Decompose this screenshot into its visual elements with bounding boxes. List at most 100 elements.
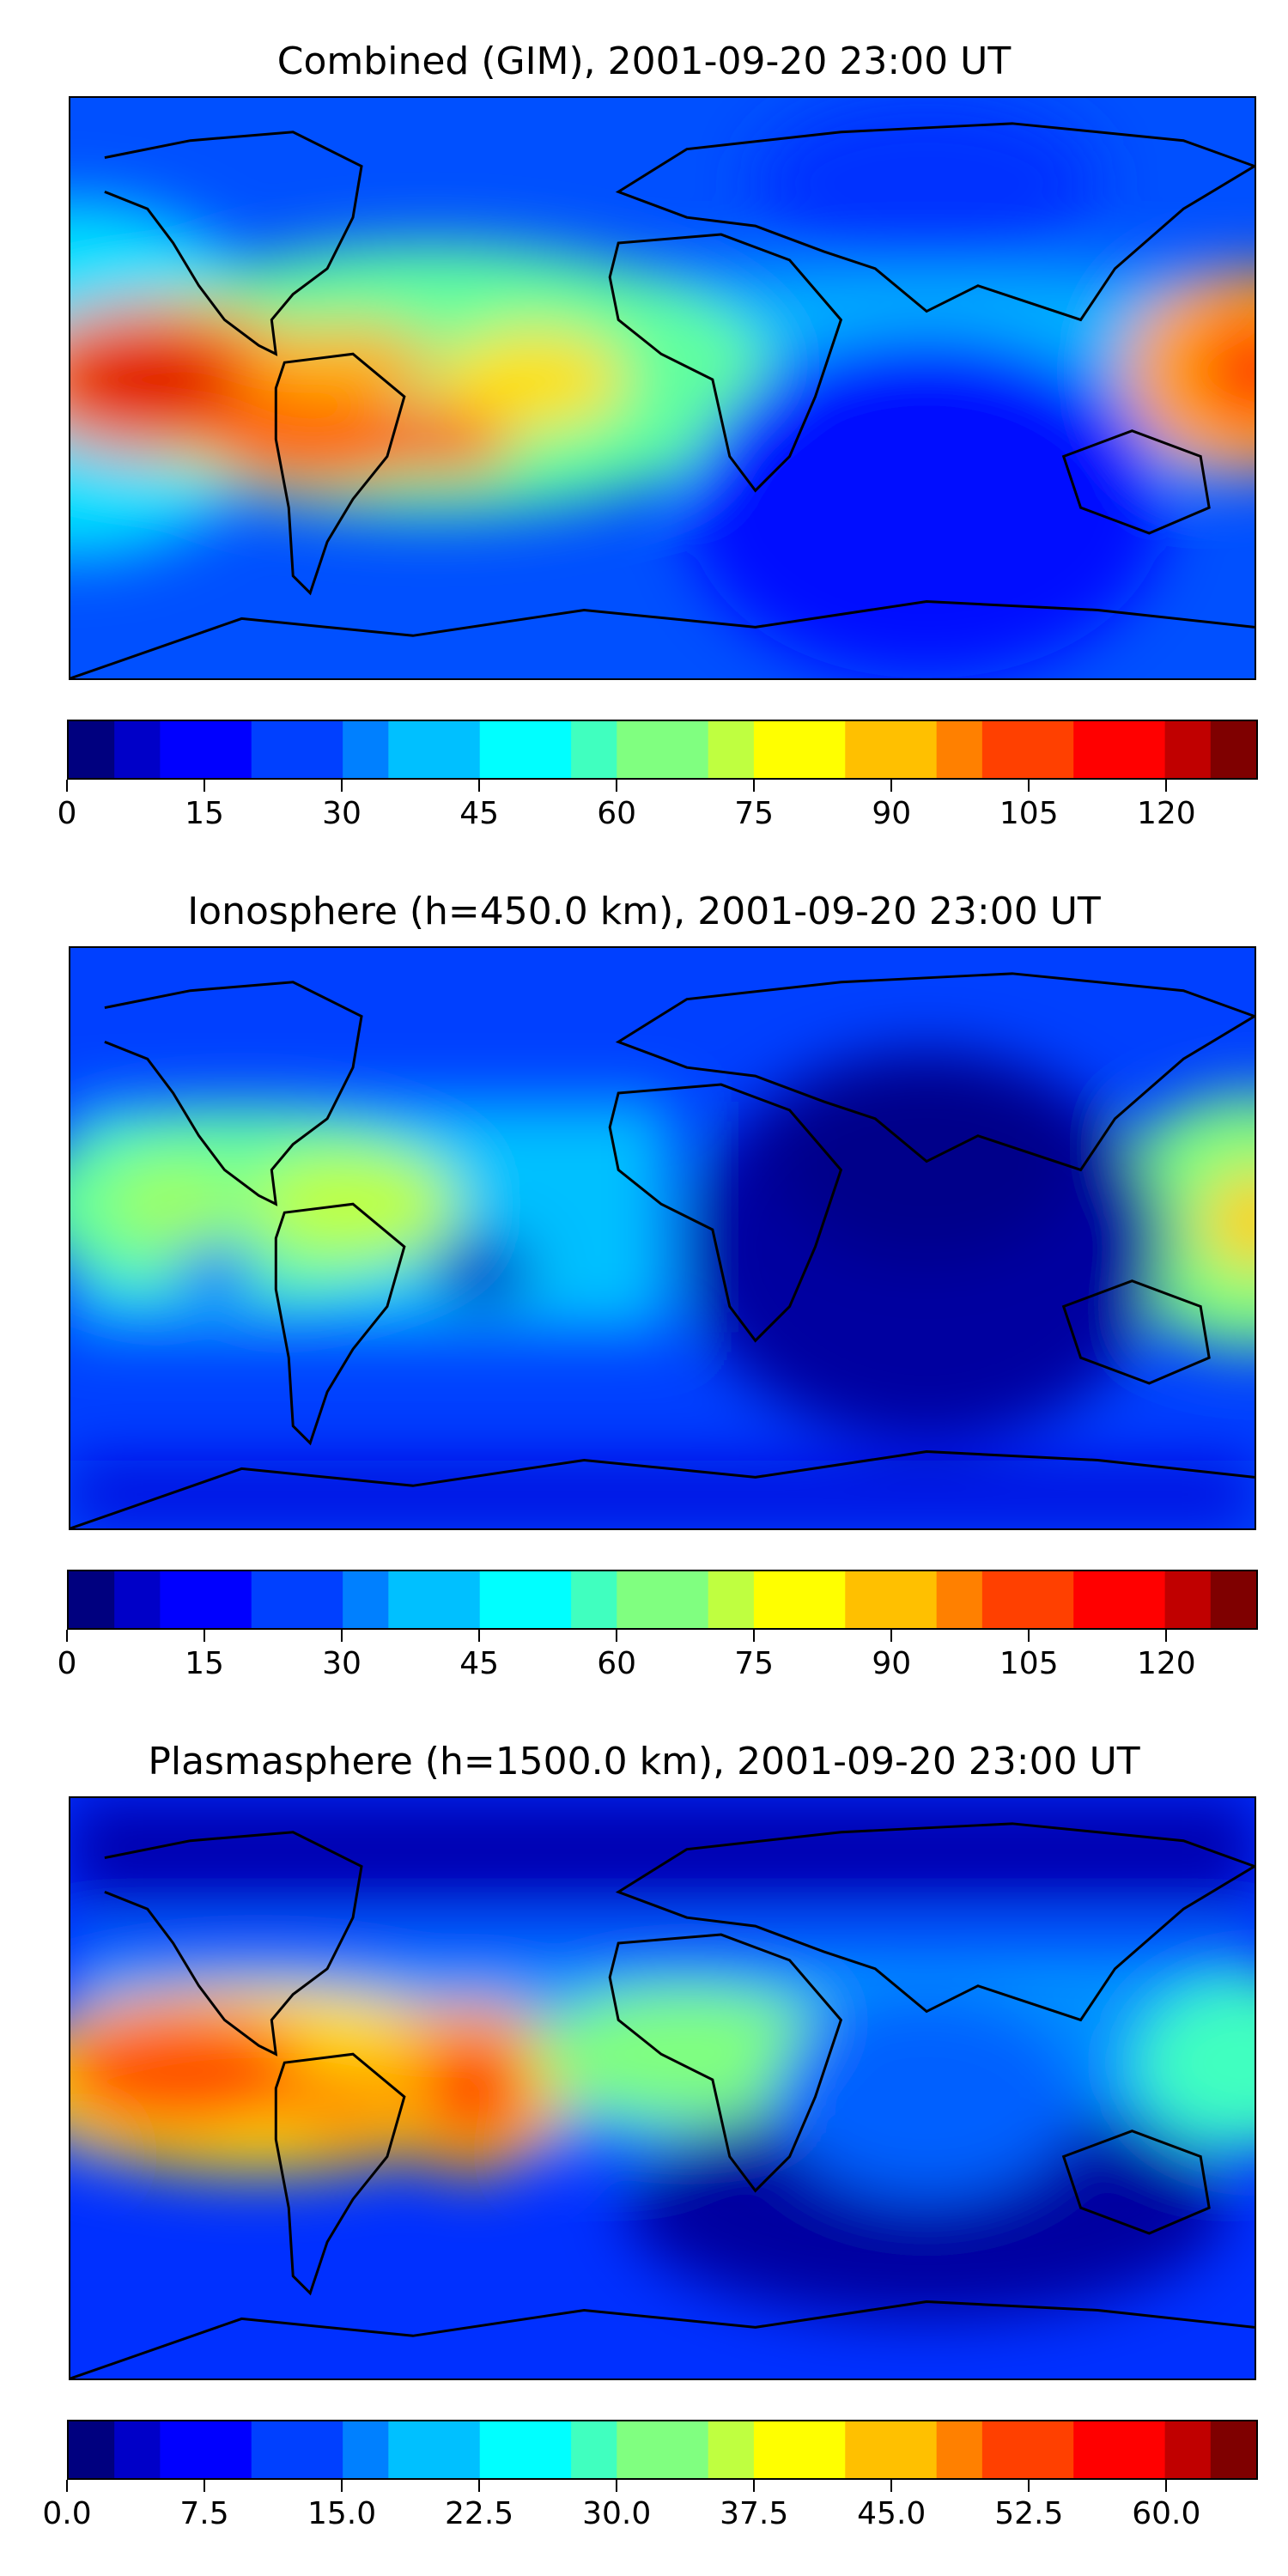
colorbar-tick-label: 30.0 [582, 2496, 652, 2531]
colorbar-tick [1028, 2480, 1030, 2492]
colorbar-tick [753, 780, 756, 792]
colorbar-segment [936, 2421, 983, 2478]
colorbar-tick [616, 2480, 618, 2492]
colorbar-segment [981, 2421, 1029, 2478]
colorbar-tick [478, 1630, 481, 1642]
colorbar-segment [617, 721, 663, 778]
colorbar-segment [205, 721, 252, 778]
colorbar-segment [251, 2421, 298, 2478]
colorbar-segment [981, 721, 1029, 778]
colorbar-segment [799, 2421, 846, 2478]
colorbar-tick-label: 60.0 [1132, 2496, 1201, 2531]
colorbar-segment [845, 721, 891, 778]
colorbar-segment [571, 1571, 617, 1628]
colorbar-tick [66, 2480, 68, 2492]
colorbar-tick [890, 780, 893, 792]
colorbar-tick [616, 780, 618, 792]
colorbar-segment [160, 721, 207, 778]
colorbar-tick-label: 120 [1136, 796, 1196, 831]
coastline-south-america [274, 2052, 406, 2296]
colorbar-tick-label: 105 [999, 796, 1059, 831]
coastline-africa [608, 1083, 843, 1343]
coastline-eurasia [615, 122, 1255, 322]
map-plasmasphere [69, 1796, 1256, 2380]
colorbar-tick [890, 1630, 893, 1642]
colorbar-tick [1028, 1630, 1030, 1642]
coastline-africa [608, 1933, 843, 2193]
colorbar-segment [479, 721, 526, 778]
colorbar-swatches [69, 721, 1256, 778]
colorbar-tick [341, 2480, 343, 2492]
colorbar-segment [251, 1571, 298, 1628]
colorbar-segment [936, 721, 983, 778]
colorbar-segment [1073, 721, 1120, 778]
colorbar-tick-label: 75 [734, 796, 775, 831]
coastline-south-america [274, 1202, 406, 1446]
coastline-eurasia [615, 972, 1255, 1172]
colorbar-segment [936, 1571, 983, 1628]
colorbar-segment [1164, 1571, 1212, 1628]
colorbar-tick [66, 780, 68, 792]
colorbar-tick-label: 0 [57, 796, 77, 831]
coastline-antarctica [70, 600, 1255, 678]
colorbar-tick-label: 45.0 [857, 2496, 927, 2531]
colorbar-tick-label: 30 [322, 796, 361, 831]
colorbar-segment [1119, 721, 1166, 778]
colorbar-segment [981, 1571, 1029, 1628]
colorbar-tick [1165, 1630, 1168, 1642]
colorbar-segment [708, 1571, 755, 1628]
coastline-africa [608, 233, 843, 493]
colorbar-segment [1028, 1571, 1074, 1628]
colorbar-segment [753, 721, 800, 778]
colorbar-segment [388, 1571, 435, 1628]
colorbar-tick [204, 780, 206, 792]
heatmap-svg [70, 98, 1255, 678]
colorbar-segment [114, 1571, 161, 1628]
colorbar-segment [160, 1571, 207, 1628]
colorbar-segment [479, 2421, 526, 2478]
colorbar-segment [799, 721, 846, 778]
colorbar-ticks: 0 15 30 45 60 75 90 105 120 [58, 780, 1258, 831]
colorbar-tick-label: 45 [459, 796, 500, 831]
colorbar-tick-label: 60 [597, 796, 637, 831]
colorbar-tick-label: 37.5 [720, 2496, 789, 2531]
colorbar-segment [69, 721, 115, 778]
coastline-north-america [104, 1831, 363, 2057]
colorbar-tick [478, 2480, 481, 2492]
colorbar-segment [1210, 1571, 1256, 1628]
colorbar-segment [845, 1571, 891, 1628]
coastline-north-america [104, 981, 363, 1206]
colorbar-segment [753, 1571, 800, 1628]
coastline-north-america [104, 131, 363, 356]
colorbar-segment [571, 721, 617, 778]
colorbar-tick [1165, 2480, 1168, 2492]
colorbar-tick [1028, 780, 1030, 792]
coastline-australia [1061, 429, 1211, 535]
colorbar-segment [388, 2421, 435, 2478]
colorbar-segment [753, 2421, 800, 2478]
colorbar-segment [296, 2421, 343, 2478]
colorbar-tick [1165, 780, 1168, 792]
colorbar-tick-label: 0.0 [42, 2496, 92, 2531]
colorbar-segment [1164, 721, 1212, 778]
colorbar-tick-label: 0 [57, 1646, 77, 1681]
panel-title: Plasmasphere (h=1500.0 km), 2001-09-20 2… [148, 1740, 1140, 1783]
colorbar-segment [388, 721, 435, 778]
coastline-antarctica [70, 2300, 1255, 2379]
map-ionosphere [69, 946, 1256, 1530]
colorbar-segment [343, 2421, 389, 2478]
coastline-australia [1061, 1279, 1211, 1385]
colorbar-segment [799, 1571, 846, 1628]
colorbar-segment [1028, 2421, 1074, 2478]
colorbar-swatches [69, 2421, 1256, 2478]
colorbar-segment [1164, 2421, 1212, 2478]
colorbar-segment [1073, 2421, 1120, 2478]
colorbar-tick-label: 60 [597, 1646, 637, 1681]
colorbar-segment [296, 721, 343, 778]
colorbar-combined [67, 720, 1258, 780]
colorbar-segment [890, 2421, 938, 2478]
colorbar-tick [341, 780, 343, 792]
colorbar-segment [479, 1571, 526, 1628]
colorbar-tick-label: 120 [1136, 1646, 1196, 1681]
colorbar-segment [617, 1571, 663, 1628]
